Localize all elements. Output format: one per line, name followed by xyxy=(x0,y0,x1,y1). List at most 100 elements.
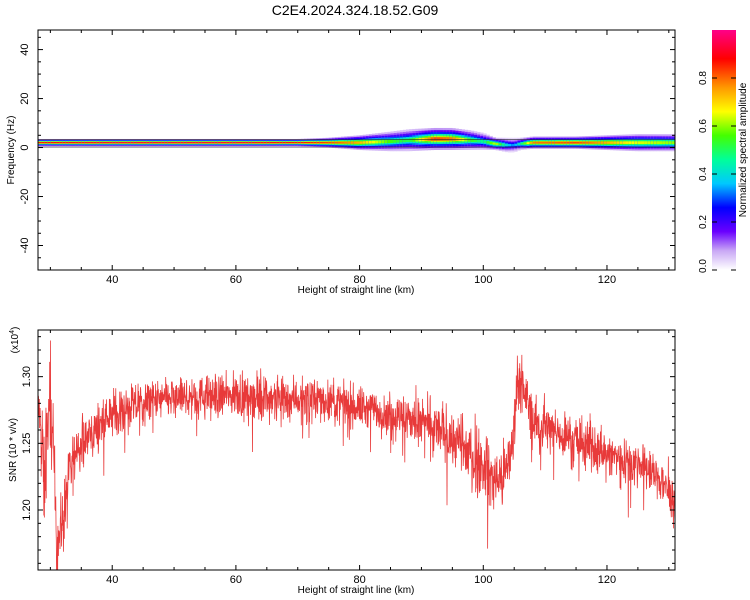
spectrogram-image xyxy=(38,127,676,153)
spectrogram-cell xyxy=(106,142,110,144)
spectrogram-cell xyxy=(640,141,645,145)
spectrogram-cell xyxy=(619,141,623,144)
spectrogram-cell xyxy=(127,142,132,144)
spectrogram-cell xyxy=(356,141,360,144)
spectrogram-cell xyxy=(50,142,54,144)
spectrogram-cell xyxy=(96,142,101,144)
spectrogram-cell xyxy=(152,142,156,144)
spectrogram-cell xyxy=(625,141,629,144)
y-tick-label: 40 xyxy=(19,43,31,55)
spectrogram-cell xyxy=(365,141,370,144)
spectrogram-cell xyxy=(303,142,308,144)
y-tick-label: 0 xyxy=(19,144,31,150)
spectrogram-cell xyxy=(634,141,639,145)
spectrogram-cell xyxy=(99,142,104,144)
spectrogram-cell xyxy=(337,141,342,144)
spectrogram-cell xyxy=(266,142,271,144)
x-tick-label: 80 xyxy=(353,274,365,286)
spectrogram-cell xyxy=(523,142,527,145)
spectrogram-cell xyxy=(195,142,200,144)
spectrogram-cell xyxy=(90,142,94,144)
spectrogram-cell xyxy=(538,141,543,144)
y-tick-label: 20 xyxy=(19,92,31,104)
snr-background xyxy=(38,330,675,570)
spectrogram-background xyxy=(38,30,675,270)
spectrogram-cell xyxy=(378,140,382,144)
spectrogram-cell xyxy=(214,142,218,144)
spectrogram-cell xyxy=(235,142,240,144)
spectrogram-cell xyxy=(44,142,48,144)
colorbar-tick-label: 0.2 xyxy=(698,215,709,229)
spectrogram-cell xyxy=(653,141,657,145)
spectrogram-cell xyxy=(115,142,119,144)
spectrogram-cell xyxy=(480,139,484,143)
x-tick-label: 100 xyxy=(474,574,492,586)
spectrogram-cell xyxy=(310,141,314,144)
snr-scale-close: ) xyxy=(10,327,21,330)
spectrogram-cell xyxy=(362,141,367,144)
spectrogram-cell xyxy=(316,141,320,144)
spectrogram-cell xyxy=(263,142,268,144)
spectrogram-cell xyxy=(201,142,206,144)
x-tick-label: 40 xyxy=(106,574,118,586)
spectrogram-cell xyxy=(597,141,602,144)
spectrogram-cell xyxy=(325,141,329,144)
spectrogram-cell xyxy=(430,137,435,141)
spectrogram-cell xyxy=(170,142,175,144)
spectrogram-cell xyxy=(192,142,196,144)
spectrogram-cell xyxy=(347,141,351,144)
x-tick-label: 120 xyxy=(598,274,616,286)
x-tick-label: 60 xyxy=(230,574,242,586)
spectrogram-cell xyxy=(566,141,571,144)
spectrogram-cell xyxy=(529,141,534,144)
spectrogram-cell xyxy=(659,141,663,145)
spectrogram-cell xyxy=(569,141,574,144)
spectrogram-cell xyxy=(439,137,444,141)
spectrogram-cell xyxy=(396,139,401,143)
x-tick-label: 120 xyxy=(598,574,616,586)
spectrogram-cell xyxy=(183,142,187,144)
colorbar-tick-label: 0.0 xyxy=(698,259,709,273)
colorbar-ticks: 0.0 0.2 0.4 0.6 0.8 xyxy=(698,71,736,273)
spectrogram-frame xyxy=(37,29,676,271)
spectrogram-cell xyxy=(606,141,611,144)
spectrogram-cell xyxy=(59,142,64,144)
spectrogram-cell xyxy=(84,142,88,144)
spectrogram-cell xyxy=(344,141,348,144)
spectrogram-cell xyxy=(350,141,354,144)
spectrogram-cell xyxy=(186,142,190,144)
spectrogram-cell xyxy=(554,141,558,144)
x-tick-label: 60 xyxy=(230,274,242,286)
spectrogram-cell xyxy=(322,141,326,144)
snr-y-ticks: 1.30 1.25 1.20 xyxy=(21,336,675,564)
spectrogram-cell xyxy=(204,142,209,144)
spectrogram-cell xyxy=(65,142,70,144)
snr-x-label: Height of straight line (km) xyxy=(298,585,415,596)
spectrogram-cell xyxy=(405,138,410,143)
colorbar-tick-label: 0.8 xyxy=(698,71,709,85)
spectrogram-cell xyxy=(269,142,274,144)
x-tick-label: 80 xyxy=(353,574,365,586)
spectrogram-cell xyxy=(189,142,193,144)
spectrogram-cell xyxy=(282,142,286,144)
spectrogram-cell xyxy=(545,141,549,144)
spectrogram-cell xyxy=(226,142,231,144)
spectrogram-cell xyxy=(260,142,265,144)
spectrogram-cell xyxy=(248,142,252,144)
spectrogram-cell xyxy=(229,142,234,144)
spectrogram-cell xyxy=(387,139,391,144)
spectrogram-cell xyxy=(124,142,128,144)
spectrogram-cell xyxy=(449,137,453,141)
spectrogram-cell xyxy=(140,142,144,144)
spectrogram-cell xyxy=(511,143,515,147)
spectrogram-cell xyxy=(41,142,45,144)
spectrogram-cell xyxy=(637,141,642,145)
spectrogram-cell xyxy=(279,142,283,144)
chart-title: C2E4.2024.324.18.52.G09 xyxy=(272,2,439,18)
spectrogram-cell xyxy=(143,142,147,144)
spectrogram-cell xyxy=(436,137,441,141)
y-tick-label: 1.30 xyxy=(21,366,33,387)
spectrogram-cell xyxy=(118,142,122,144)
spectrogram-cell xyxy=(622,141,626,144)
